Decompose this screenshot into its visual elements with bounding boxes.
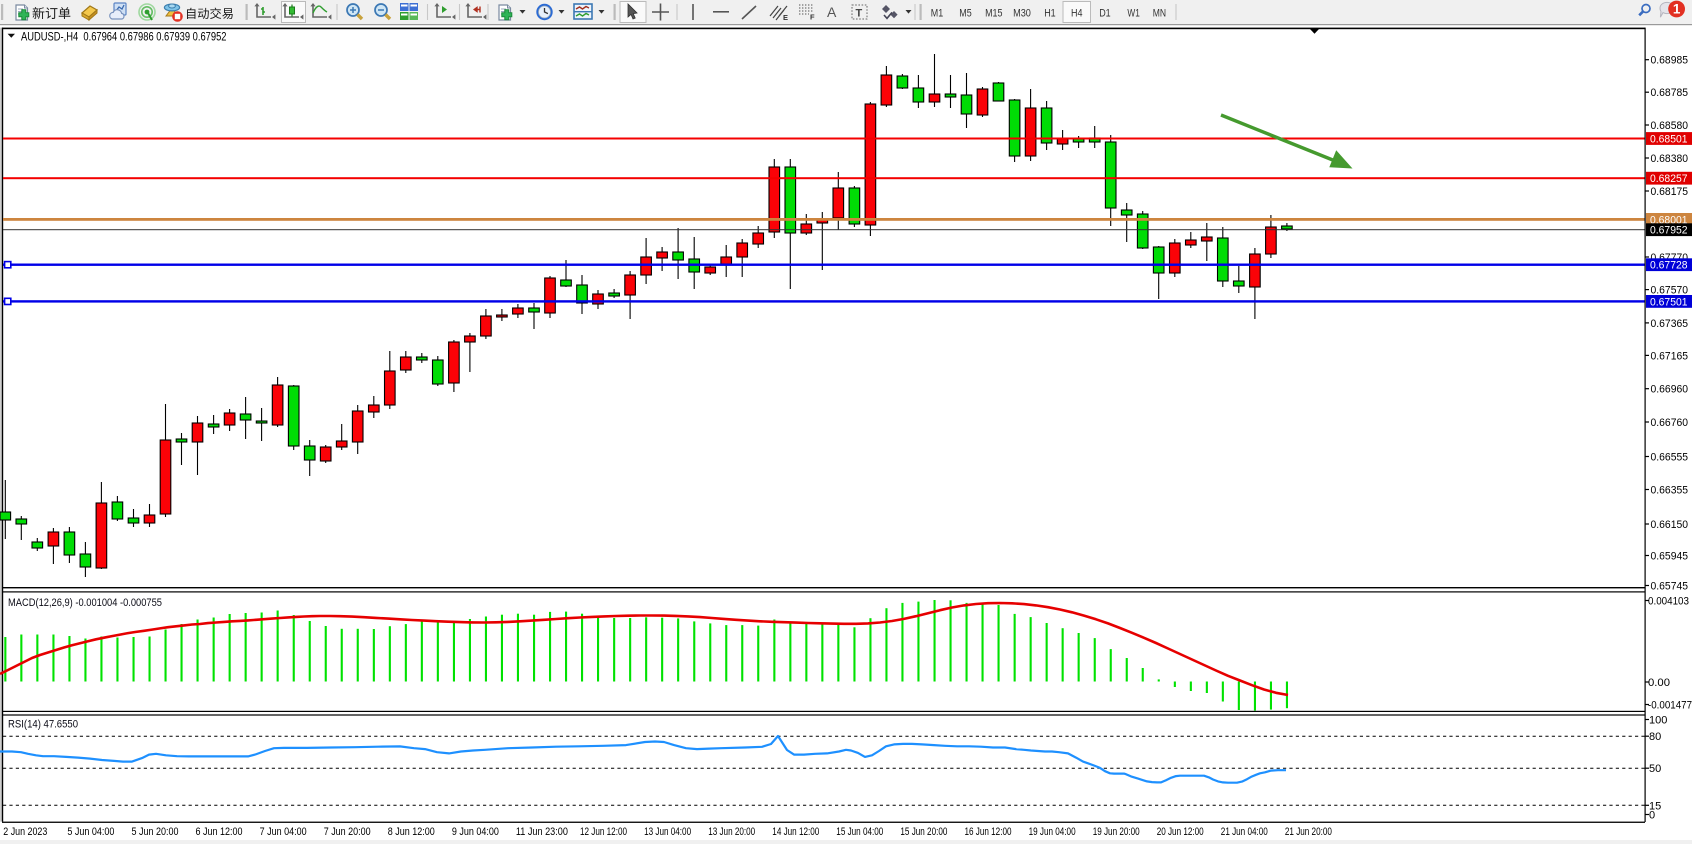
svg-text:15 Jun 20:00: 15 Jun 20:00 bbox=[900, 826, 947, 838]
svg-text:0.65945: 0.65945 bbox=[1651, 551, 1689, 563]
svg-text:80: 80 bbox=[1649, 731, 1661, 743]
svg-text:0.67365: 0.67365 bbox=[1651, 318, 1689, 330]
svg-text:M1: M1 bbox=[931, 7, 943, 19]
svg-text:11 Jun 23:00: 11 Jun 23:00 bbox=[516, 826, 568, 838]
svg-text:M15: M15 bbox=[985, 7, 1002, 19]
svg-text:W1: W1 bbox=[1127, 7, 1139, 19]
svg-text:MN: MN bbox=[1153, 7, 1166, 19]
svg-text:H4: H4 bbox=[1071, 7, 1083, 19]
svg-text:0.66355: 0.66355 bbox=[1651, 485, 1689, 497]
svg-text:D1: D1 bbox=[1099, 7, 1111, 19]
svg-text:21 Jun 04:00: 21 Jun 04:00 bbox=[1221, 826, 1268, 838]
svg-text:12 Jun 12:00: 12 Jun 12:00 bbox=[580, 826, 627, 838]
svg-text:1: 1 bbox=[1673, 2, 1681, 17]
svg-text:0.68501: 0.68501 bbox=[1650, 133, 1688, 145]
svg-text:0.67952: 0.67952 bbox=[1650, 225, 1688, 237]
svg-text:-0.001477: -0.001477 bbox=[1648, 700, 1692, 712]
svg-text:0.00: 0.00 bbox=[1648, 677, 1670, 689]
svg-text:M30: M30 bbox=[1013, 7, 1031, 19]
svg-text:15: 15 bbox=[1649, 800, 1661, 812]
svg-text:AUDUSD-,H4 0.67964 0.67986 0.: AUDUSD-,H4 0.67964 0.67986 0.67939 0.679… bbox=[21, 29, 227, 43]
svg-text:16 Jun 12:00: 16 Jun 12:00 bbox=[965, 826, 1012, 838]
svg-text:20 Jun 12:00: 20 Jun 12:00 bbox=[1157, 826, 1204, 838]
svg-text:0.66150: 0.66150 bbox=[1651, 519, 1689, 531]
svg-text:0.68985: 0.68985 bbox=[1651, 55, 1689, 67]
svg-text:F: F bbox=[810, 13, 815, 22]
svg-text:RSI(14) 47.6550: RSI(14) 47.6550 bbox=[8, 718, 78, 730]
svg-text:A: A bbox=[827, 4, 837, 20]
svg-text:0.66555: 0.66555 bbox=[1651, 452, 1689, 464]
svg-text:0.68257: 0.68257 bbox=[1650, 173, 1688, 185]
svg-text:0.65745: 0.65745 bbox=[1651, 581, 1689, 593]
svg-text:19 Jun 20:00: 19 Jun 20:00 bbox=[1093, 826, 1140, 838]
svg-text:13 Jun 20:00: 13 Jun 20:00 bbox=[708, 826, 755, 838]
svg-text:0.68380: 0.68380 bbox=[1651, 153, 1689, 165]
svg-text:0.67728: 0.67728 bbox=[1650, 260, 1688, 272]
svg-text:0.68785: 0.68785 bbox=[1651, 87, 1689, 99]
svg-text:7 Jun 04:00: 7 Jun 04:00 bbox=[260, 826, 307, 838]
svg-text:0.67165: 0.67165 bbox=[1651, 350, 1689, 362]
svg-text:14 Jun 12:00: 14 Jun 12:00 bbox=[772, 826, 819, 838]
svg-text:0.004103: 0.004103 bbox=[1648, 596, 1689, 608]
svg-text:100: 100 bbox=[1649, 715, 1667, 727]
svg-text:0: 0 bbox=[1649, 810, 1655, 822]
svg-text:6 Jun 12:00: 6 Jun 12:00 bbox=[196, 826, 243, 838]
svg-text:19 Jun 04:00: 19 Jun 04:00 bbox=[1029, 826, 1076, 838]
svg-text:0.68580: 0.68580 bbox=[1651, 120, 1689, 132]
svg-text:13 Jun 04:00: 13 Jun 04:00 bbox=[644, 826, 691, 838]
svg-text:0.67501: 0.67501 bbox=[1650, 296, 1688, 308]
svg-text:0.66760: 0.66760 bbox=[1651, 417, 1689, 429]
svg-text:5 Jun 04:00: 5 Jun 04:00 bbox=[67, 826, 114, 838]
svg-text:7 Jun 20:00: 7 Jun 20:00 bbox=[324, 826, 371, 838]
svg-text:0.66960: 0.66960 bbox=[1651, 384, 1689, 396]
svg-text:2 Jun 2023: 2 Jun 2023 bbox=[3, 826, 47, 838]
svg-text:M5: M5 bbox=[959, 7, 971, 19]
svg-text:50: 50 bbox=[1649, 763, 1661, 775]
svg-text:0.67570: 0.67570 bbox=[1651, 285, 1689, 297]
svg-text:8 Jun 12:00: 8 Jun 12:00 bbox=[388, 826, 435, 838]
svg-text:E: E bbox=[783, 13, 788, 22]
svg-text:9 Jun 04:00: 9 Jun 04:00 bbox=[452, 826, 499, 838]
svg-text:15 Jun 04:00: 15 Jun 04:00 bbox=[836, 826, 883, 838]
svg-text:H1: H1 bbox=[1044, 7, 1056, 19]
svg-text:5 Jun 20:00: 5 Jun 20:00 bbox=[132, 826, 179, 838]
svg-text:MACD(12,26,9) -0.001004 -0.000: MACD(12,26,9) -0.001004 -0.000755 bbox=[8, 597, 162, 609]
svg-text:0.68175: 0.68175 bbox=[1651, 186, 1689, 198]
svg-text:21 Jun 20:00: 21 Jun 20:00 bbox=[1285, 826, 1332, 838]
svg-text:T: T bbox=[856, 8, 863, 20]
